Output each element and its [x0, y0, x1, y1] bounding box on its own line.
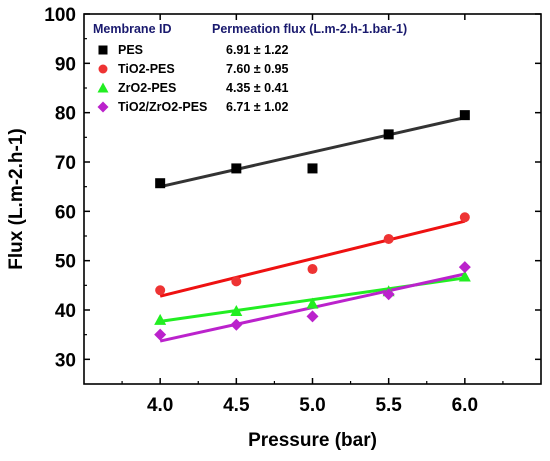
x-tick-label: 5.0 [299, 395, 325, 416]
data-point-series-4 [230, 318, 243, 331]
legend-entry-flux: 6.91 ± 1.22 [226, 43, 289, 57]
data-point-series-1 [155, 178, 166, 189]
data-point-series-4 [154, 328, 167, 341]
y-tick-label: 60 [55, 202, 76, 223]
data-point-series-3 [230, 304, 243, 316]
data-point-series-4 [382, 288, 395, 301]
y-tick-label: 100 [44, 5, 76, 26]
data-point-series-1 [307, 163, 318, 174]
y-tick-label: 40 [55, 301, 76, 322]
data-point-series-1 [459, 110, 470, 121]
data-point-series-1 [383, 129, 394, 140]
x-axis-title: Pressure (bar) [248, 430, 377, 451]
x-tick-label: 4.5 [223, 395, 250, 416]
legend-header-value: Permeation flux (L.m-2.h-1.bar-1) [212, 22, 407, 36]
legend-header-name: Membrane ID [93, 22, 172, 36]
y-axis-title: Flux (L.m-2.h-1) [6, 128, 27, 269]
data-point-series-4 [458, 261, 471, 274]
y-tick-label: 80 [55, 104, 76, 125]
legend-entry-flux: 6.71 ± 1.02 [226, 100, 289, 114]
legend-marker-1 [98, 45, 108, 55]
data-point-series-4 [306, 310, 319, 323]
legend: Membrane ID Permeation flux (L.m-2.h-1.ba… [93, 22, 407, 114]
data-point-series-2 [459, 212, 470, 223]
data-point-series-2 [231, 276, 242, 287]
data-point-series-1 [231, 163, 242, 174]
data-point-series-3 [154, 313, 167, 325]
x-tick-label: 4.0 [147, 395, 173, 416]
legend-entry-flux: 7.60 ± 0.95 [226, 62, 289, 76]
x-tick-label: 6.0 [452, 395, 478, 416]
data-point-series-2 [383, 233, 394, 244]
y-tick-label: 30 [55, 350, 76, 371]
fit-line-2 [159, 219, 466, 298]
legend-entry-name: TiO2-PES [118, 62, 175, 76]
legend-entry-flux: 4.35 ± 0.41 [226, 81, 289, 95]
legend-entry-name: TiO2/ZrO2-PES [118, 100, 207, 114]
data-point-series-2 [307, 264, 318, 275]
legend-marker-2 [98, 64, 108, 74]
data-point-series-2 [155, 285, 166, 296]
legend-entry-name: PES [118, 43, 143, 57]
data-point-series-3 [458, 270, 471, 282]
legend-marker-3 [97, 82, 109, 93]
data-point-series-3 [306, 297, 319, 309]
x-tick-label: 5.5 [375, 395, 402, 416]
y-tick-label: 90 [55, 54, 76, 75]
plot-area: 4.0 4.5 5.0 5.5 6.0 30 40 50 60 70 80 90 100 [44, 5, 542, 416]
fit-line-1 [159, 116, 466, 189]
legend-entry-name: ZrO2-PES [118, 81, 176, 95]
y-tick-label: 70 [55, 153, 76, 174]
legend-marker-4 [97, 101, 109, 113]
y-tick-label: 50 [55, 252, 76, 273]
